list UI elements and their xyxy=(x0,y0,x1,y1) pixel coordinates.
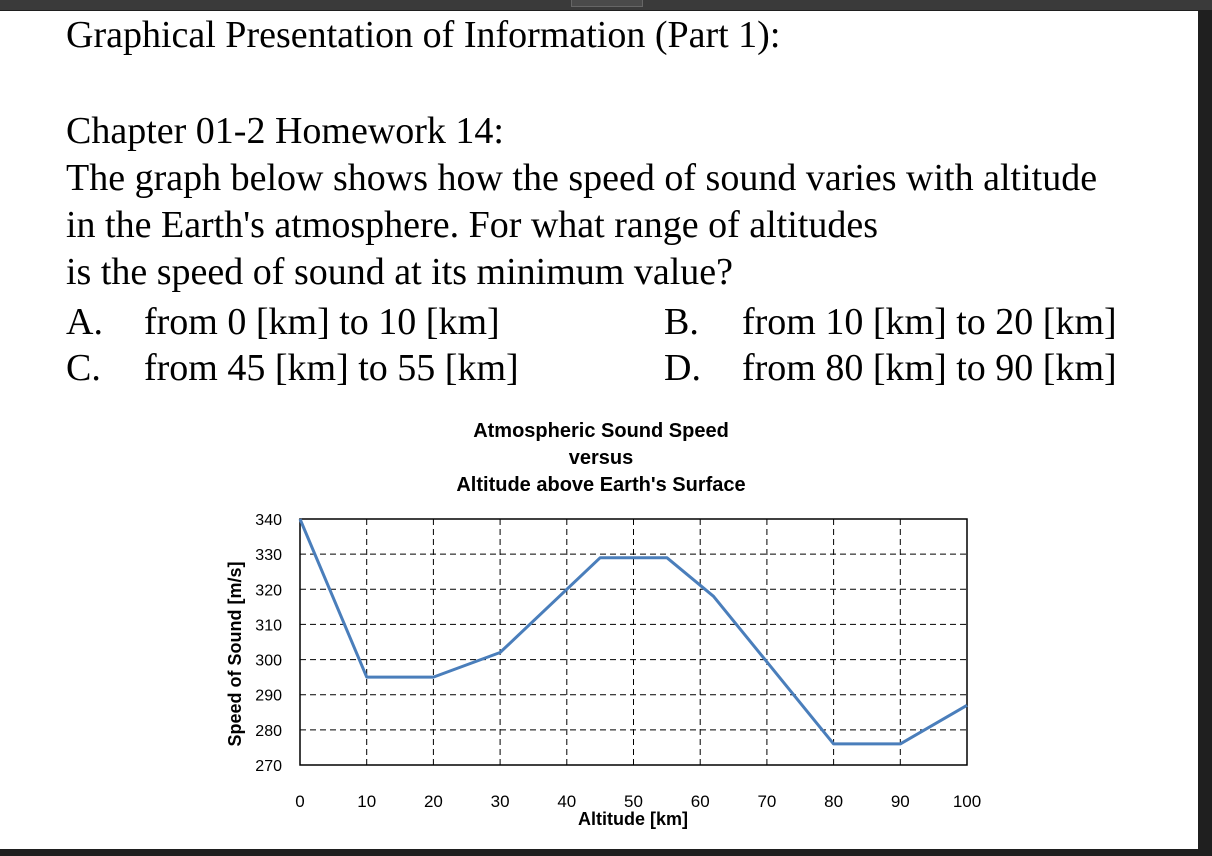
y-tick-label-330: 330 xyxy=(255,547,282,564)
x-tick-label-30: 30 xyxy=(491,792,510,811)
y-tick-label-340: 340 xyxy=(255,512,282,529)
window-top-bar xyxy=(0,0,1212,10)
slide: Graphical Presentation of Information (P… xyxy=(0,11,1198,849)
y-tick-label-320: 320 xyxy=(255,582,282,599)
plot-area-border xyxy=(299,518,968,766)
option-d-letter: D. xyxy=(664,347,701,389)
option-c: C. from 45 [km] to 55 [km] xyxy=(66,346,519,390)
slide-title: Graphical Presentation of Information (P… xyxy=(66,14,781,56)
window-tab[interactable] xyxy=(571,0,643,7)
chart-tick-labels: 270 280 290 300 310 320 330 340 0 10 20 30 40 50 60 70 8… xyxy=(255,512,981,811)
chart-title-line-1: Atmospheric Sound Speed xyxy=(473,420,729,442)
question-line-3: is the speed of sound at its minimum val… xyxy=(66,251,734,293)
chapter-heading: Chapter 01-2 Homework 14: xyxy=(66,110,504,152)
x-tick-label-40: 40 xyxy=(557,792,576,811)
option-b-text: from 10 [km] to 20 [km] xyxy=(742,301,1117,343)
y-tick-label-310: 310 xyxy=(255,617,282,634)
option-b: B. from 10 [km] to 20 [km] xyxy=(664,300,1117,344)
question-line-2: in the Earth's atmosphere. For what rang… xyxy=(66,204,879,246)
chart-title-line-3: Altitude above Earth's Surface xyxy=(456,474,745,496)
option-d: D. from 80 [km] to 90 [km] xyxy=(664,346,1117,390)
x-axis-label: Altitude [km] xyxy=(578,809,688,829)
x-tick-label-90: 90 xyxy=(891,792,910,811)
option-a-text: from 0 [km] to 10 [km] xyxy=(144,301,500,343)
option-c-letter: C. xyxy=(66,347,101,389)
x-tick-label-80: 80 xyxy=(824,792,843,811)
option-a-letter: A. xyxy=(66,301,103,343)
y-tick-label-300: 300 xyxy=(255,653,282,670)
y-axis-label: Speed of Sound [m/s] xyxy=(225,561,245,746)
x-tick-label-100: 100 xyxy=(953,792,981,811)
option-a: A. from 0 [km] to 10 [km] xyxy=(66,300,500,344)
x-tick-label-0: 0 xyxy=(295,792,304,811)
x-tick-label-70: 70 xyxy=(757,792,776,811)
x-tick-label-20: 20 xyxy=(424,792,443,811)
chart-grid xyxy=(300,519,967,765)
series-line xyxy=(298,518,968,746)
question-line-1: The graph below shows how the speed of s… xyxy=(66,157,1098,199)
x-tick-label-50: 50 xyxy=(624,792,643,811)
chart-title-line-2: versus xyxy=(569,447,634,469)
x-tick-label-10: 10 xyxy=(357,792,376,811)
sound-speed-chart: Atmospheric Sound Speed versus Altitude … xyxy=(225,420,981,829)
y-tick-label-270: 270 xyxy=(255,758,282,775)
y-tick-label-280: 280 xyxy=(255,723,282,740)
option-b-letter: B. xyxy=(664,301,699,343)
x-tick-label-60: 60 xyxy=(691,792,710,811)
option-c-text: from 45 [km] to 55 [km] xyxy=(144,347,519,389)
option-d-text: from 80 [km] to 90 [km] xyxy=(742,347,1117,389)
y-tick-label-290: 290 xyxy=(255,688,282,705)
